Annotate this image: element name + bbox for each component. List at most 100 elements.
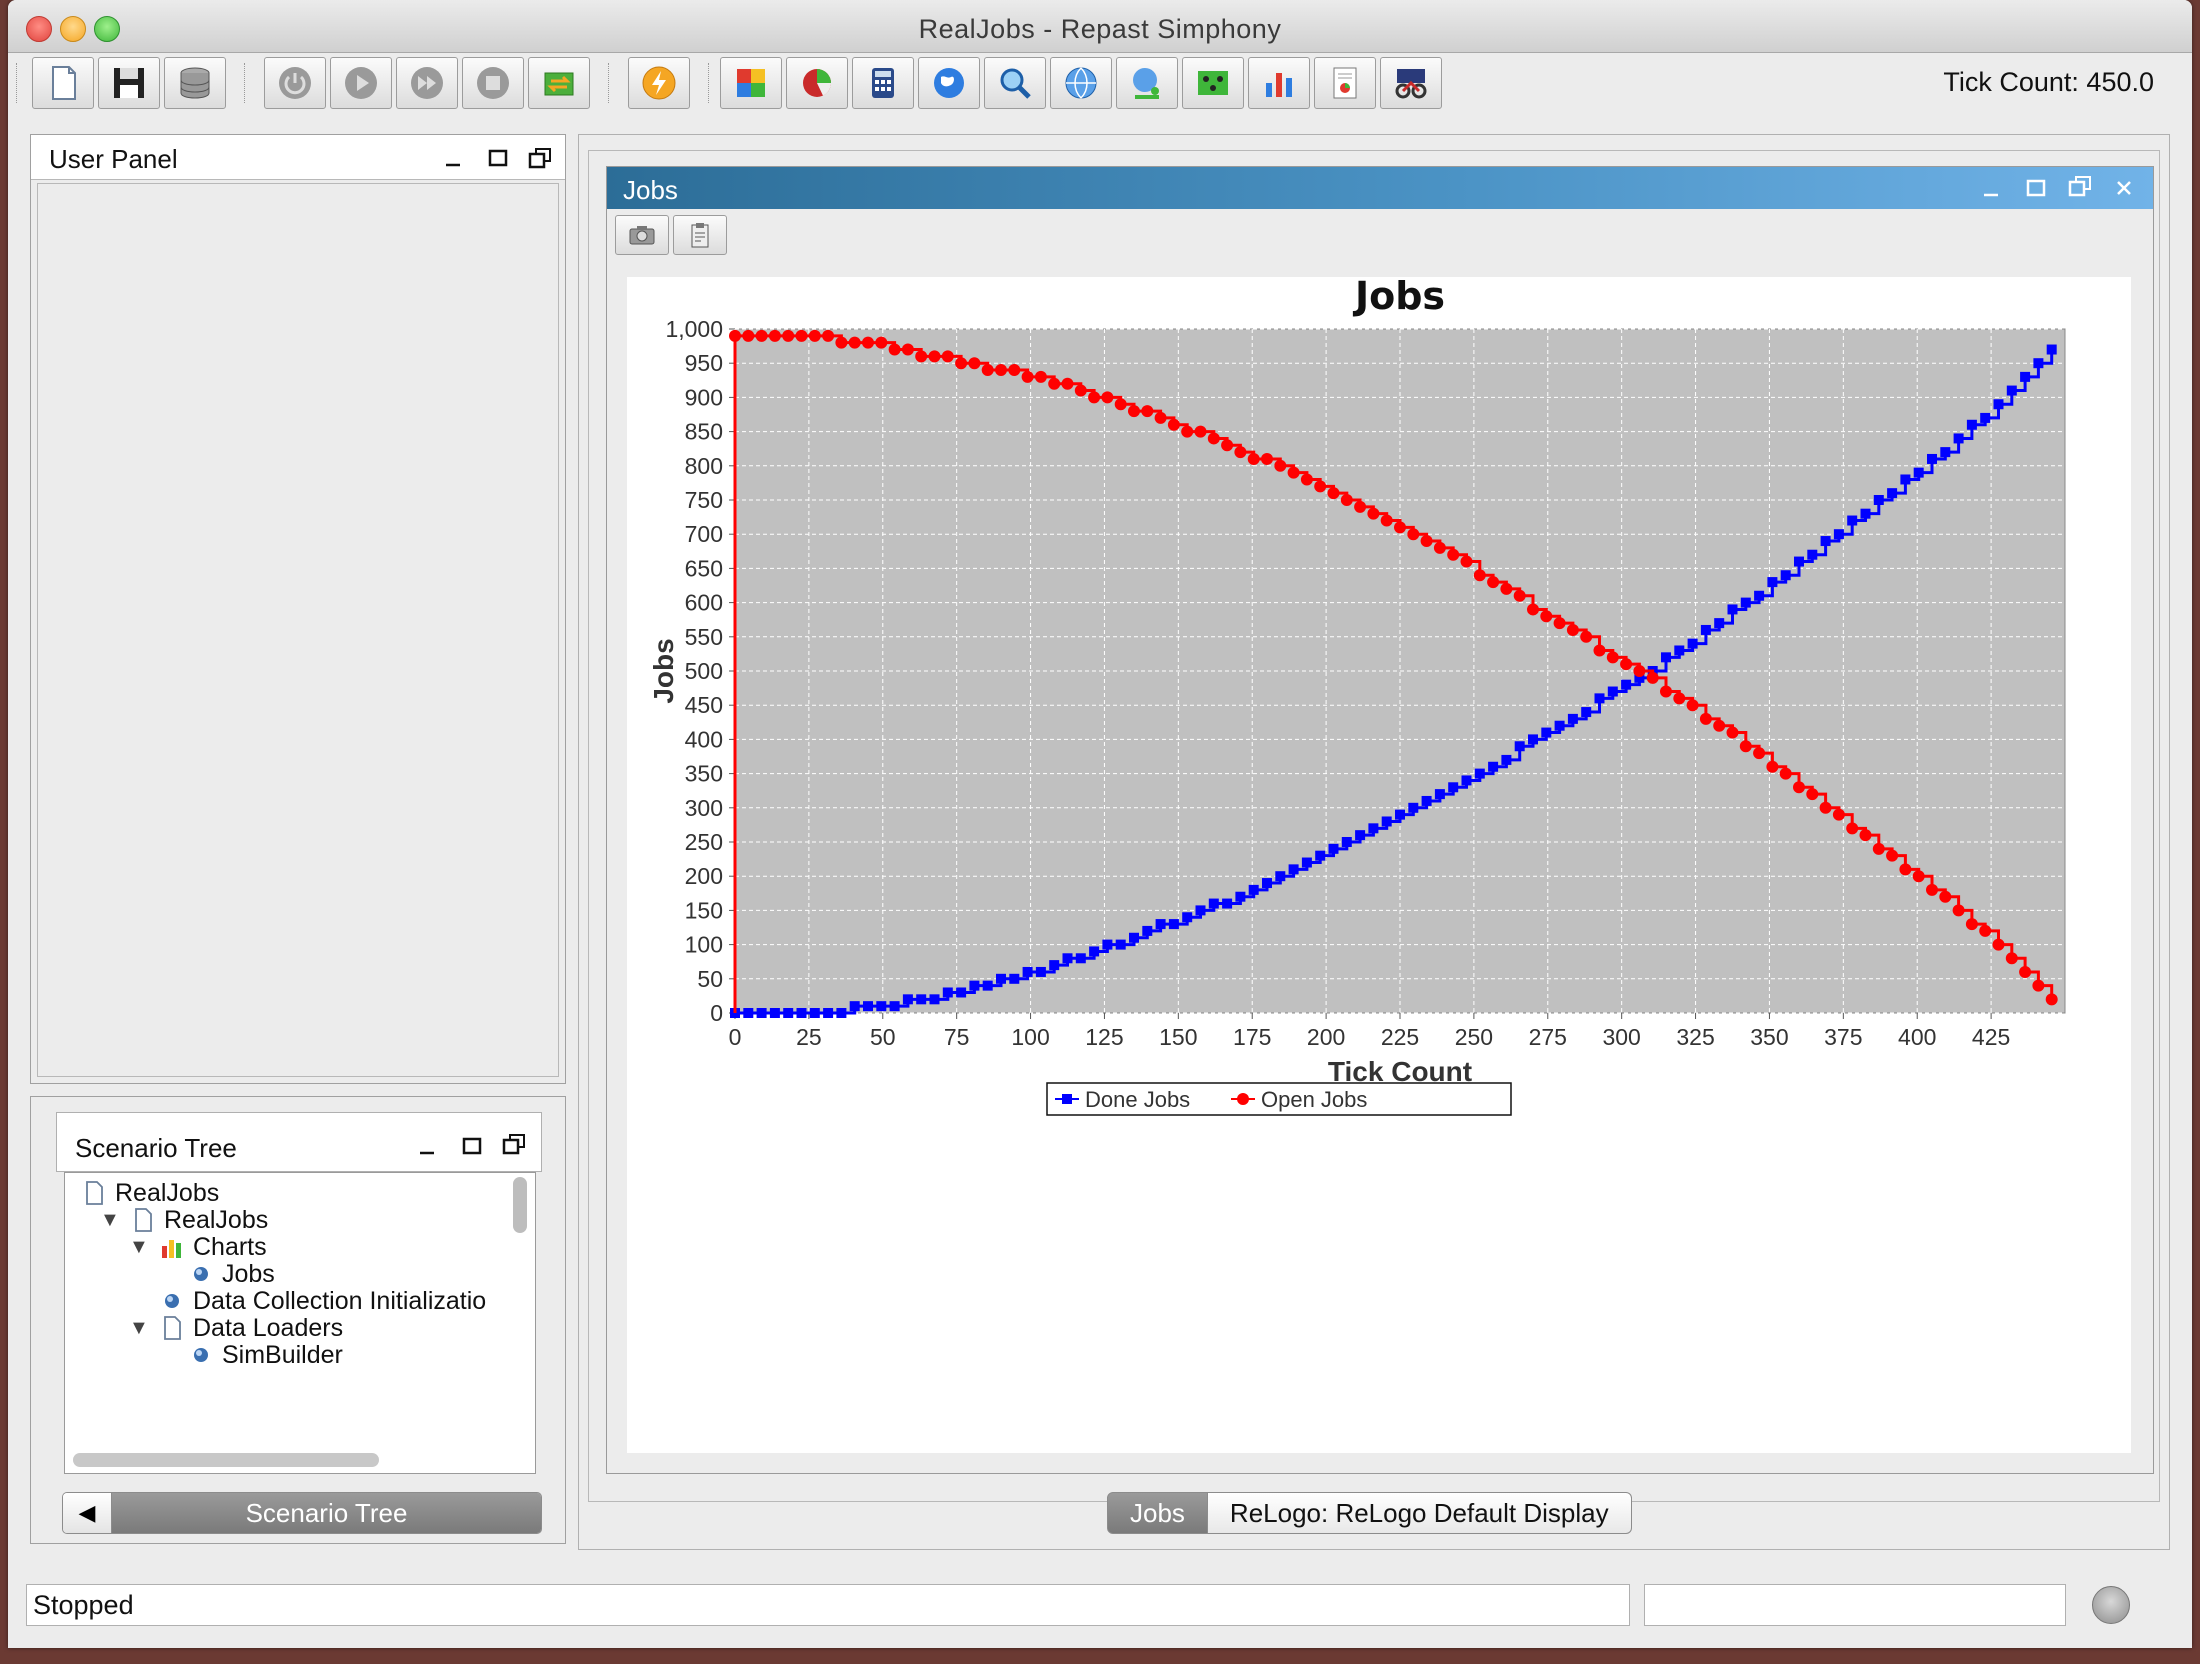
data-point: [1207, 432, 1220, 445]
tree-item[interactable]: ▼ RealJobs: [100, 1202, 268, 1238]
chart-title: Jobs: [1352, 277, 1445, 318]
data-point: [1141, 405, 1154, 418]
vertical-scrollbar[interactable]: [513, 1177, 527, 1233]
network-button[interactable]: [1050, 57, 1112, 109]
minimize-icon[interactable]: [1979, 175, 2005, 201]
zoom-window-button[interactable]: [94, 16, 120, 42]
tree-item[interactable]: RealJobs: [71, 1175, 219, 1211]
data-point: [1075, 953, 1086, 964]
disclosure-triangle-icon[interactable]: ▼: [129, 1235, 149, 1258]
y-tick-label: 250: [685, 829, 723, 855]
tree-item[interactable]: ▼ Charts: [129, 1229, 267, 1265]
tree-item[interactable]: Jobs: [158, 1256, 275, 1292]
minimize-icon[interactable]: [415, 1133, 441, 1159]
close-window-button[interactable]: [26, 16, 52, 42]
float-icon[interactable]: [2067, 173, 2093, 199]
horizontal-scrollbar[interactable]: [73, 1453, 379, 1467]
save-scenario-button[interactable]: [98, 57, 160, 109]
data-point: [1088, 391, 1101, 404]
y-tick-label: 0: [710, 1000, 723, 1026]
tree-item-label: Jobs: [222, 1259, 275, 1288]
data-point: [1194, 425, 1207, 438]
data-point: [1115, 939, 1126, 950]
data-point: [2019, 965, 2032, 978]
bike-button[interactable]: [1380, 57, 1442, 109]
database-button[interactable]: [164, 57, 226, 109]
x-tick-label: 300: [1602, 1024, 1640, 1050]
data-point: [849, 1001, 860, 1012]
data-point: [1368, 823, 1379, 834]
data-point: [1965, 918, 1978, 931]
data-point: [1581, 707, 1592, 718]
float-icon[interactable]: [501, 1131, 527, 1157]
data-point: [1354, 500, 1367, 513]
globe-person-button[interactable]: [1116, 57, 1178, 109]
minimize-icon[interactable]: [441, 145, 467, 171]
snapshot-button[interactable]: [615, 215, 669, 255]
data-point: [1395, 809, 1405, 820]
batch-run-button[interactable]: [628, 57, 690, 109]
data-point: [1327, 487, 1340, 500]
data-point: [1660, 685, 1672, 698]
bar-chart-button[interactable]: [1248, 57, 1310, 109]
info-icon[interactable]: [2092, 1586, 2130, 1624]
properties-button[interactable]: [673, 215, 727, 255]
tree-item[interactable]: ▼ Data Loaders: [129, 1310, 343, 1346]
data-point: [1820, 536, 1831, 547]
start-run-button[interactable]: [330, 57, 392, 109]
step-run-button[interactable]: [396, 57, 458, 109]
minimize-window-button[interactable]: [60, 16, 86, 42]
pie-chart-button[interactable]: [786, 57, 848, 109]
report-button[interactable]: [1314, 57, 1376, 109]
reset-run-button[interactable]: [528, 57, 590, 109]
tree-item[interactable]: Data Collection Initializatio: [129, 1283, 486, 1319]
calculator-button[interactable]: [852, 57, 914, 109]
initialize-run-button[interactable]: [264, 57, 326, 109]
data-point: [888, 343, 901, 356]
maximize-icon[interactable]: [459, 1133, 485, 1159]
spreadsheet-button[interactable]: [720, 57, 782, 109]
tab-jobs[interactable]: Jobs: [1107, 1492, 1208, 1534]
data-point: [1859, 829, 1872, 842]
data-point: [1860, 508, 1871, 519]
search-button[interactable]: [984, 57, 1046, 109]
data-point: [995, 364, 1007, 377]
globe-button[interactable]: [918, 57, 980, 109]
disclosure-triangle-icon[interactable]: ▼: [100, 1208, 120, 1231]
x-tick-label: 75: [944, 1024, 970, 1050]
close-icon[interactable]: [2111, 175, 2137, 201]
data-point: [755, 329, 768, 342]
x-tick-label: 150: [1159, 1024, 1197, 1050]
calculator-icon: [872, 68, 894, 98]
maximize-icon[interactable]: [485, 145, 511, 171]
collapse-left-icon[interactable]: ◀: [63, 1493, 112, 1533]
data-point: [1873, 495, 1884, 505]
data-point: [1819, 801, 1832, 814]
data-point: [1953, 433, 1964, 444]
disclosure-triangle-icon[interactable]: ▼: [129, 1316, 149, 1339]
charts-icon: [162, 1240, 181, 1258]
maximize-icon[interactable]: [2023, 175, 2049, 201]
data-point: [1101, 391, 1114, 404]
report-icon: [1333, 67, 1357, 99]
x-tick-label: 0: [729, 1024, 742, 1050]
data-point: [1899, 863, 1912, 876]
scenario-tree-tab[interactable]: Scenario Tree: [112, 1493, 541, 1533]
data-point: [1832, 808, 1845, 821]
data-point: [836, 1008, 847, 1018]
scenario-tree-tab-bar[interactable]: ◀ Scenario Tree: [62, 1492, 542, 1534]
series-open-jobs: [729, 329, 2058, 1013]
data-point: [1673, 692, 1686, 705]
bar-chart-icon: [1266, 73, 1292, 97]
float-icon[interactable]: [527, 145, 553, 171]
grid-button[interactable]: [1182, 57, 1244, 109]
tree-item[interactable]: SimBuilder: [158, 1337, 343, 1373]
data-point: [1806, 788, 1819, 801]
data-point: [916, 994, 927, 1005]
spreadsheet-icon: [737, 69, 765, 97]
new-scenario-button[interactable]: [32, 57, 94, 109]
data-point: [1726, 726, 1739, 739]
y-tick-label: 50: [697, 966, 723, 992]
tab-relogo-display[interactable]: ReLogo: ReLogo Default Display: [1207, 1492, 1632, 1534]
stop-run-button[interactable]: [462, 57, 524, 109]
